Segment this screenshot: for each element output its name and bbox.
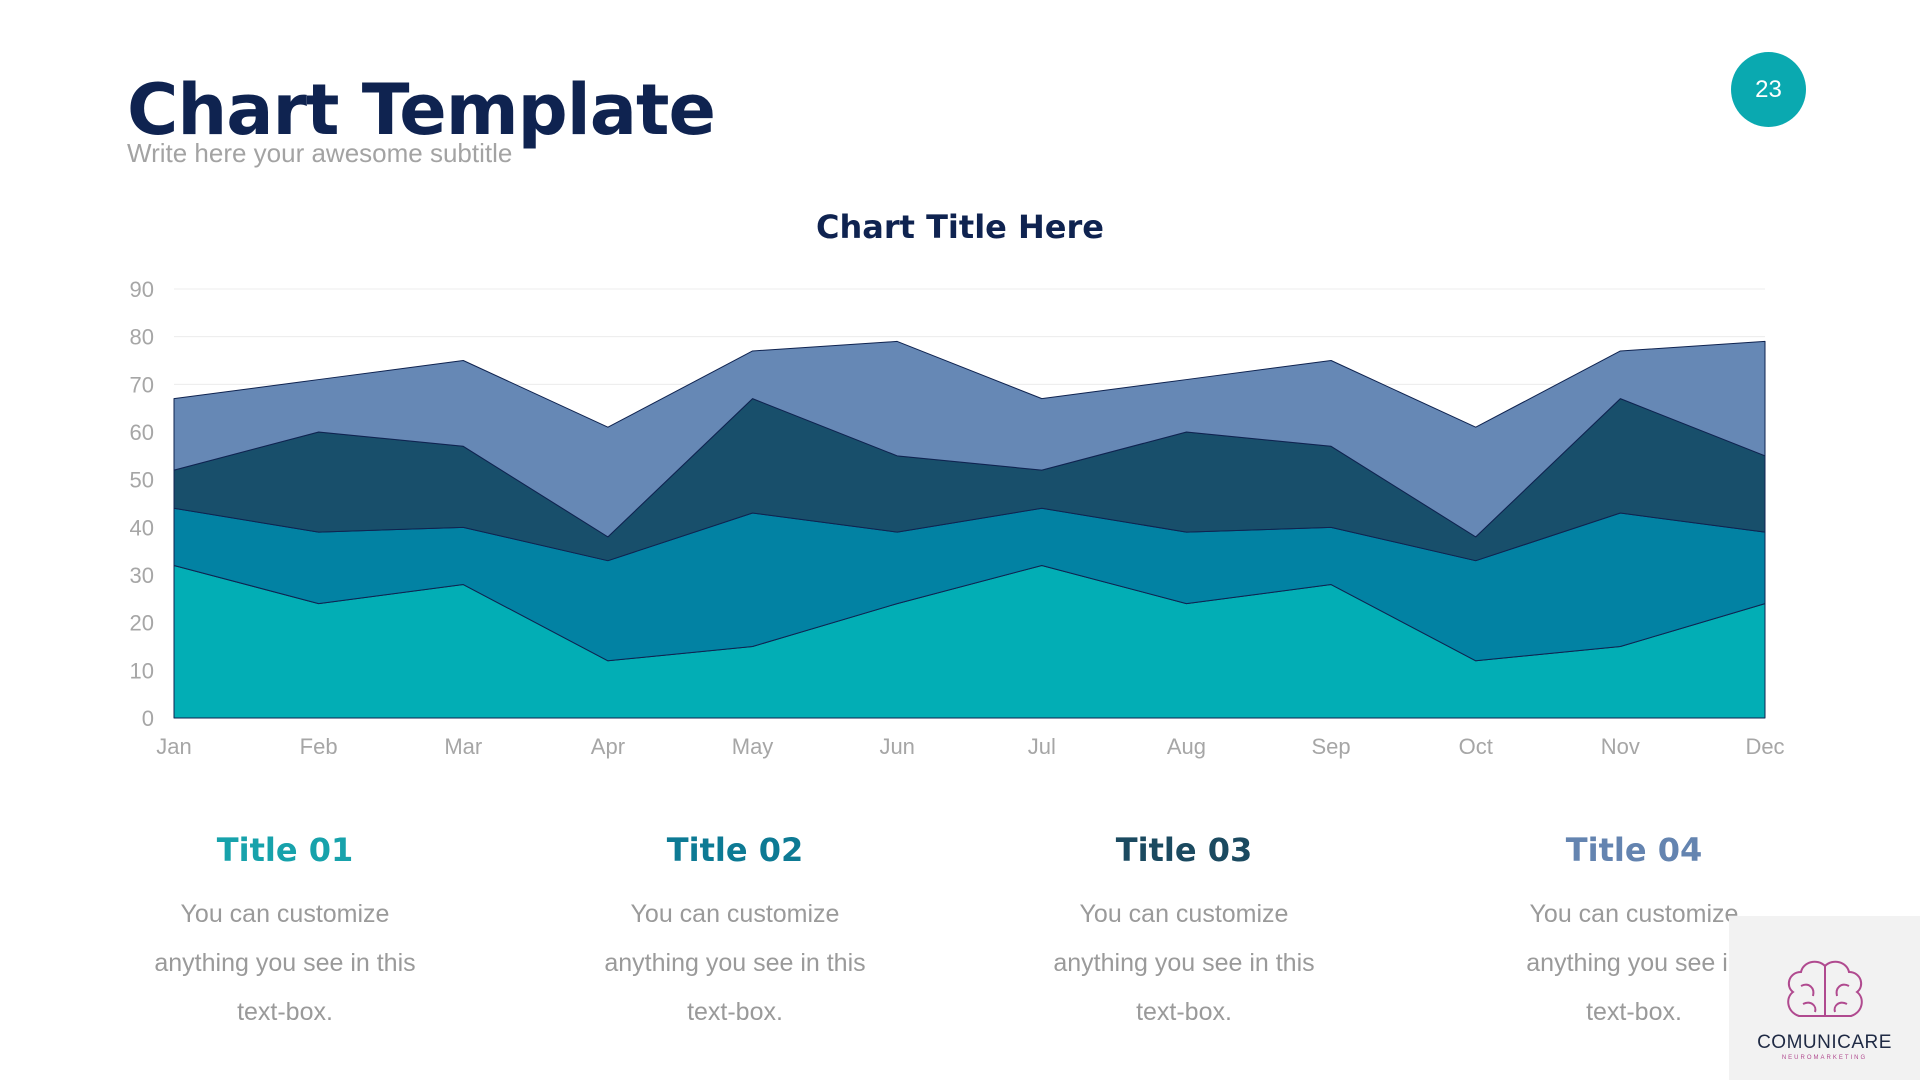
y-tick-label: 30 [130, 563, 154, 588]
logo-tagline: NEUROMARKETING [1781, 1055, 1868, 1061]
x-tick-label: Jun [879, 734, 914, 759]
info-column-title: Title 03 [1115, 831, 1253, 869]
y-tick-label: 0 [142, 706, 154, 731]
info-columns: Title 01 You can customize anything you … [0, 820, 1920, 1050]
page-subtitle: Write here your awesome subtitle [127, 138, 513, 168]
x-tick-label: Apr [591, 734, 625, 759]
x-tick-label: Aug [1167, 734, 1206, 759]
page-number-badge: 23 [1731, 52, 1806, 127]
info-column-text: You can customize anything you see in th… [154, 900, 416, 1026]
y-tick-label: 50 [130, 468, 154, 493]
page-title: Chart Template [127, 69, 716, 151]
info-column-text: You can customize anything you see in th… [1053, 900, 1315, 1026]
brand-logo: COMUNICARE NEUROMARKETING [1729, 916, 1920, 1080]
x-tick-label: Oct [1459, 734, 1493, 759]
info-column-2: Title 02 You can customize anything you … [565, 820, 905, 1037]
x-tick-label: May [732, 734, 774, 759]
area-series-4 [173, 340, 1766, 538]
info-column-title: Title 01 [216, 831, 354, 869]
x-tick-label: Mar [444, 734, 482, 759]
info-column-text: You can customize anything you see in th… [604, 900, 866, 1026]
y-tick-label: 80 [130, 325, 154, 350]
y-tick-label: 70 [130, 372, 154, 397]
x-tick-label: Dec [1745, 734, 1784, 759]
x-tick-label: Feb [300, 734, 338, 759]
x-tick-label: Nov [1601, 734, 1640, 759]
x-tick-label: Jan [156, 734, 191, 759]
info-column-title: Title 02 [666, 831, 804, 869]
y-tick-label: 40 [130, 515, 154, 540]
logo-text: COMUNICARE [1757, 1032, 1892, 1053]
y-tick-label: 90 [130, 277, 154, 302]
chart-areas [173, 340, 1766, 719]
info-column-4: Title 04 You can customize anything you … [1464, 820, 1804, 1037]
brain-icon [1787, 960, 1863, 1017]
chart-title: Chart Title Here [816, 208, 1104, 246]
y-tick-label: 60 [130, 420, 154, 445]
x-axis-ticks: Jan Feb Mar Apr May Jun Jul Aug Sep Oct Nov Dec [156, 734, 1784, 759]
info-column-title: Title 04 [1565, 831, 1703, 869]
info-column-3: Title 03 You can customize anything you … [1014, 820, 1354, 1037]
info-column-text: You can customize anything you see in te… [1526, 900, 1742, 1026]
x-tick-label: Sep [1312, 734, 1351, 759]
y-tick-label: 10 [130, 658, 154, 683]
info-column-1: Title 01 You can customize anything you … [115, 820, 455, 1037]
y-tick-label: 20 [130, 611, 154, 636]
area-chart: 0 10 20 30 40 50 60 70 80 90 Jan Feb Mar Apr May Jun Ju… [130, 277, 1785, 759]
x-tick-label: Jul [1028, 734, 1056, 759]
y-axis-ticks: 0 10 20 30 40 50 60 70 80 90 [130, 277, 154, 731]
